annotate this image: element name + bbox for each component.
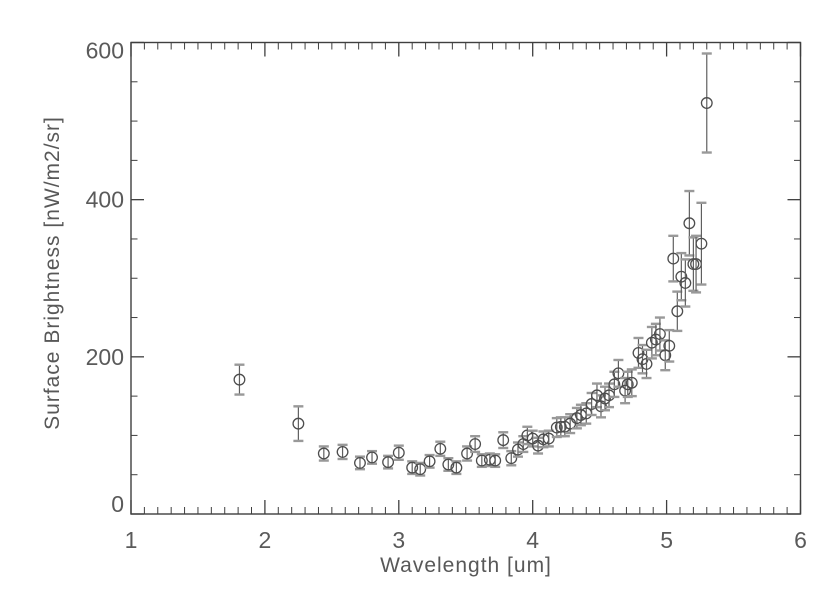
data-point (489, 453, 502, 469)
data-point-marker (632, 346, 645, 359)
data-point-marker (550, 421, 563, 434)
data-point-marker (700, 97, 713, 109)
data-point-marker (675, 270, 688, 283)
data-point-marker (423, 455, 436, 468)
data-point (414, 461, 427, 477)
data-point (632, 336, 645, 370)
data-point-marker (505, 452, 518, 465)
data-point (366, 449, 378, 465)
data-point-marker (392, 446, 405, 459)
data-point-marker (489, 454, 502, 467)
y-tick-label: 400 (86, 187, 124, 213)
data-point-marker (317, 447, 330, 460)
data-point (619, 376, 632, 405)
data-point (636, 343, 649, 375)
data-point (625, 368, 638, 398)
x-tick-label: 3 (392, 527, 405, 553)
data-point (450, 460, 463, 476)
y-tick-label: 200 (86, 344, 124, 370)
data-point-marker (461, 447, 474, 460)
data-point (442, 457, 455, 472)
data-point (469, 435, 482, 454)
data-point-marker (645, 336, 658, 349)
data-point (695, 201, 708, 286)
data-point-marker (570, 412, 583, 425)
data-point (354, 455, 366, 471)
data-point-marker (640, 357, 653, 370)
data-point-marker (695, 237, 708, 250)
data-point-marker (292, 417, 305, 430)
data-point-marker (434, 442, 447, 455)
tick-labels: 1 2 3 4 5 6 0 200 400 600 (86, 38, 807, 554)
data-point (233, 363, 246, 396)
data-point-marker (671, 305, 684, 318)
data-point (423, 453, 436, 469)
data-point (434, 440, 447, 458)
data-point-marker (599, 392, 611, 405)
data-point (497, 431, 510, 450)
data-point (317, 445, 330, 462)
data-point-marker (679, 277, 692, 289)
data-point-marker (608, 378, 621, 391)
data-point-marker (683, 217, 696, 230)
data-point (700, 52, 713, 154)
data-point-marker (414, 463, 427, 476)
data-point-marker (542, 432, 555, 445)
data-point-marker (450, 461, 463, 474)
data-point (406, 460, 419, 476)
axes-frame (130, 41, 802, 515)
data-point-marker (612, 367, 625, 380)
data-point-marker (366, 451, 378, 464)
data-point (336, 443, 349, 461)
data-point (392, 444, 405, 461)
data-point (640, 348, 653, 380)
data-point-marker (625, 376, 638, 389)
x-tick-label: 4 (526, 527, 539, 553)
data-point-marker (663, 339, 676, 352)
data-point (671, 290, 684, 333)
data-point (461, 445, 474, 462)
data-point (667, 234, 680, 283)
plot-box (130, 41, 802, 515)
data-point-marker (233, 373, 246, 386)
data-point-marker (406, 461, 419, 474)
y-axis-label: Surface Brightness [nW/m2/sr] (41, 116, 64, 430)
data-point-marker (475, 454, 488, 467)
data-point (683, 189, 696, 257)
data-point (382, 454, 395, 470)
x-tick-label: 1 (125, 527, 138, 553)
data-point-marker (653, 328, 666, 340)
axis-ticks (130, 41, 802, 515)
data-point (679, 258, 692, 308)
data-point-marker (497, 434, 510, 447)
data-point (675, 251, 688, 302)
x-axis-label: Wavelength [um] (380, 554, 552, 577)
data-point (292, 405, 305, 443)
data-point-marker (354, 456, 366, 469)
y-tick-label: 0 (111, 491, 124, 517)
data-point-marker (442, 458, 455, 471)
data-point-marker (336, 445, 349, 458)
data-series (233, 52, 713, 477)
x-tick-label: 6 (794, 527, 807, 553)
x-tick-label: 2 (259, 527, 272, 553)
y-tick-label: 600 (86, 38, 124, 64)
x-tick-label: 5 (660, 527, 673, 553)
data-point-marker (667, 252, 680, 265)
data-point-marker (382, 456, 395, 469)
data-point-marker (469, 438, 482, 451)
data-point (505, 449, 518, 467)
